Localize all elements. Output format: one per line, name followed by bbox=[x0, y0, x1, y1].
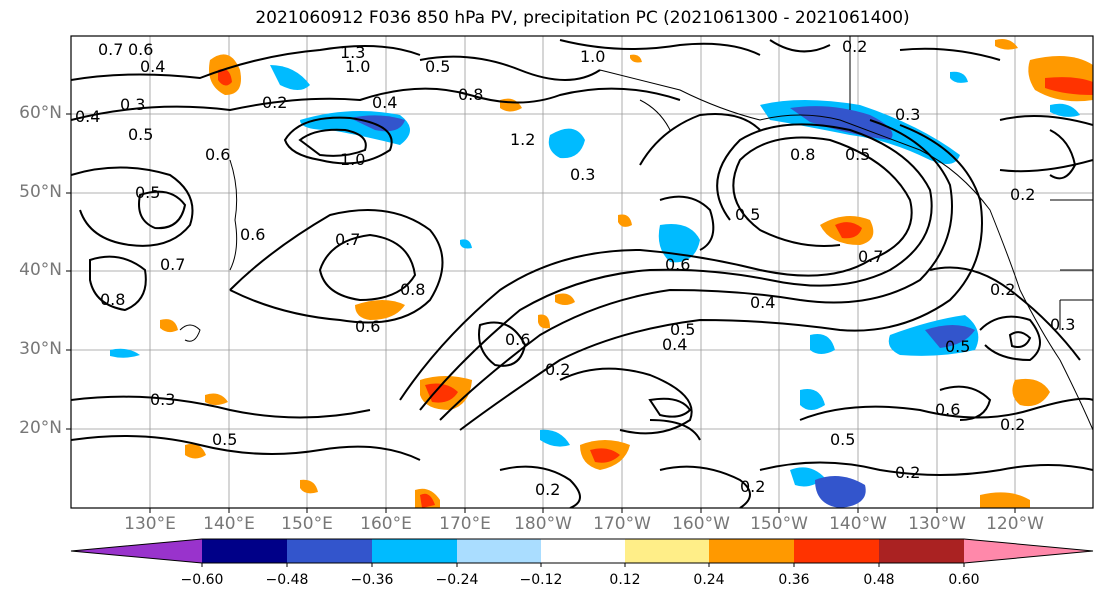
lon-label: 180°W bbox=[514, 514, 572, 534]
contour-label: 0.6 bbox=[935, 400, 960, 419]
contour-label: 0.6 bbox=[665, 255, 690, 274]
contour-label: 0.4 bbox=[750, 293, 775, 312]
colorbar-segment bbox=[709, 539, 794, 563]
contour-label: 0.7 bbox=[858, 247, 883, 266]
contour-label: 0.7 bbox=[98, 40, 123, 59]
colorbar-tick-label: −0.36 bbox=[350, 572, 394, 588]
lat-label: 50°N bbox=[19, 182, 62, 202]
contour-label: 0.7 bbox=[160, 255, 185, 274]
lon-label: 150°W bbox=[750, 514, 808, 534]
lat-label: 20°N bbox=[19, 418, 62, 438]
contour-label: 0.6 bbox=[355, 317, 380, 336]
contour-label: 1.3 bbox=[340, 43, 365, 62]
contour-label: 0.5 bbox=[135, 183, 160, 202]
contour-label: 0.3 bbox=[120, 95, 145, 114]
map-title: 2021060912 F036 850 hPa PV, precipitatio… bbox=[255, 8, 910, 28]
lat-label: 30°N bbox=[19, 339, 62, 359]
contour-label: 0.6 bbox=[240, 225, 265, 244]
contour-label: 0.2 bbox=[842, 37, 867, 56]
contour-label: 0.4 bbox=[75, 107, 100, 126]
lon-label: 170°W bbox=[593, 514, 651, 534]
contour-label: 0.8 bbox=[100, 290, 125, 309]
contour-label: 0.4 bbox=[140, 57, 165, 76]
colorbar-segment bbox=[964, 539, 1093, 563]
contour-label: 0.5 bbox=[425, 57, 450, 76]
colorbar-segment bbox=[457, 539, 541, 563]
contour-label: 0.3 bbox=[1050, 315, 1075, 334]
lon-label: 140°E bbox=[203, 514, 255, 534]
colorbar bbox=[70, 538, 1094, 567]
contour-label: 0.8 bbox=[790, 145, 815, 164]
lat-label: 40°N bbox=[19, 260, 62, 280]
contour-label: 0.5 bbox=[845, 145, 870, 164]
colorbar-segment bbox=[202, 539, 287, 563]
colorbar-segment bbox=[287, 539, 372, 563]
contour-label: 0.6 bbox=[505, 330, 530, 349]
contour-label: 0.5 bbox=[945, 337, 970, 356]
colorbar-tick-label: 0.36 bbox=[778, 572, 810, 588]
colorbar-tick-label: 0.48 bbox=[863, 572, 895, 588]
lat-label: 60°N bbox=[19, 103, 62, 123]
contour-label: 0.5 bbox=[735, 205, 760, 224]
contour-label: 0.5 bbox=[830, 430, 855, 449]
colorbar-segment bbox=[625, 539, 709, 563]
contour-label: 0.8 bbox=[458, 85, 483, 104]
lon-label: 130°E bbox=[124, 514, 176, 534]
contour-label: 0.8 bbox=[400, 280, 425, 299]
contour-label: 0.2 bbox=[990, 280, 1015, 299]
contour-label: 0.4 bbox=[372, 93, 397, 112]
contour-label: 0.7 bbox=[335, 230, 360, 249]
precip-shading bbox=[110, 39, 1093, 508]
contour-label: 0.5 bbox=[670, 320, 695, 339]
lon-label: 140°W bbox=[829, 514, 887, 534]
contour-label: 0.2 bbox=[1010, 185, 1035, 204]
contour-label: 0.2 bbox=[1000, 415, 1025, 434]
contour-label: 0.6 bbox=[205, 145, 230, 164]
lon-label: 130°W bbox=[908, 514, 966, 534]
contour-label: 0.3 bbox=[570, 165, 595, 184]
lon-label: 120°W bbox=[986, 514, 1044, 534]
colorbar-segment bbox=[372, 539, 457, 563]
colorbar-segment bbox=[541, 539, 625, 563]
contour-label: 0.6 bbox=[128, 40, 153, 59]
colorbar-tick-label: 0.12 bbox=[609, 572, 641, 588]
contour-label: 1.0 bbox=[345, 57, 370, 76]
lon-label: 150°E bbox=[281, 514, 333, 534]
colorbar-tick-label: −0.48 bbox=[265, 572, 309, 588]
colorbar-segment bbox=[71, 539, 202, 563]
contour-label: 1.0 bbox=[340, 150, 365, 169]
contour-label: 0.2 bbox=[545, 360, 570, 379]
colorbar-tick-label: 0.24 bbox=[693, 572, 725, 588]
colorbar-tick-label: 0.60 bbox=[948, 572, 980, 588]
contour-label: 0.5 bbox=[212, 430, 237, 449]
axis-ticks bbox=[66, 113, 1016, 513]
lon-label: 170°E bbox=[439, 514, 491, 534]
contour-labels: 0.7 0.6 0.4 1.3 1.0 0.5 1.0 0.2 0.3 0.2 … bbox=[75, 37, 1075, 499]
contour-label: 0.4 bbox=[662, 335, 687, 354]
colorbar-segment bbox=[794, 539, 879, 563]
map-border bbox=[70, 35, 1094, 509]
lon-label: 160°E bbox=[360, 514, 412, 534]
contour-label: 0.2 bbox=[535, 480, 560, 499]
contour-label: 0.3 bbox=[895, 105, 920, 124]
coastlines bbox=[179, 36, 1093, 431]
lon-label: 160°W bbox=[672, 514, 730, 534]
contour-label: 0.5 bbox=[128, 125, 153, 144]
pv-contours bbox=[71, 39, 1093, 508]
contour-label: 0.2 bbox=[740, 477, 765, 496]
colorbar-tick-label: −0.12 bbox=[519, 572, 563, 588]
colorbar-tick-label: −0.24 bbox=[435, 572, 479, 588]
contour-label: 0.2 bbox=[895, 463, 920, 482]
contour-label: 0.3 bbox=[150, 390, 175, 409]
contour-label: 0.2 bbox=[262, 93, 287, 112]
colorbar-tick-label: −0.60 bbox=[180, 572, 224, 588]
colorbar-segment bbox=[879, 539, 964, 563]
contour-label: 1.0 bbox=[580, 47, 605, 66]
contour-label: 1.2 bbox=[510, 130, 535, 149]
